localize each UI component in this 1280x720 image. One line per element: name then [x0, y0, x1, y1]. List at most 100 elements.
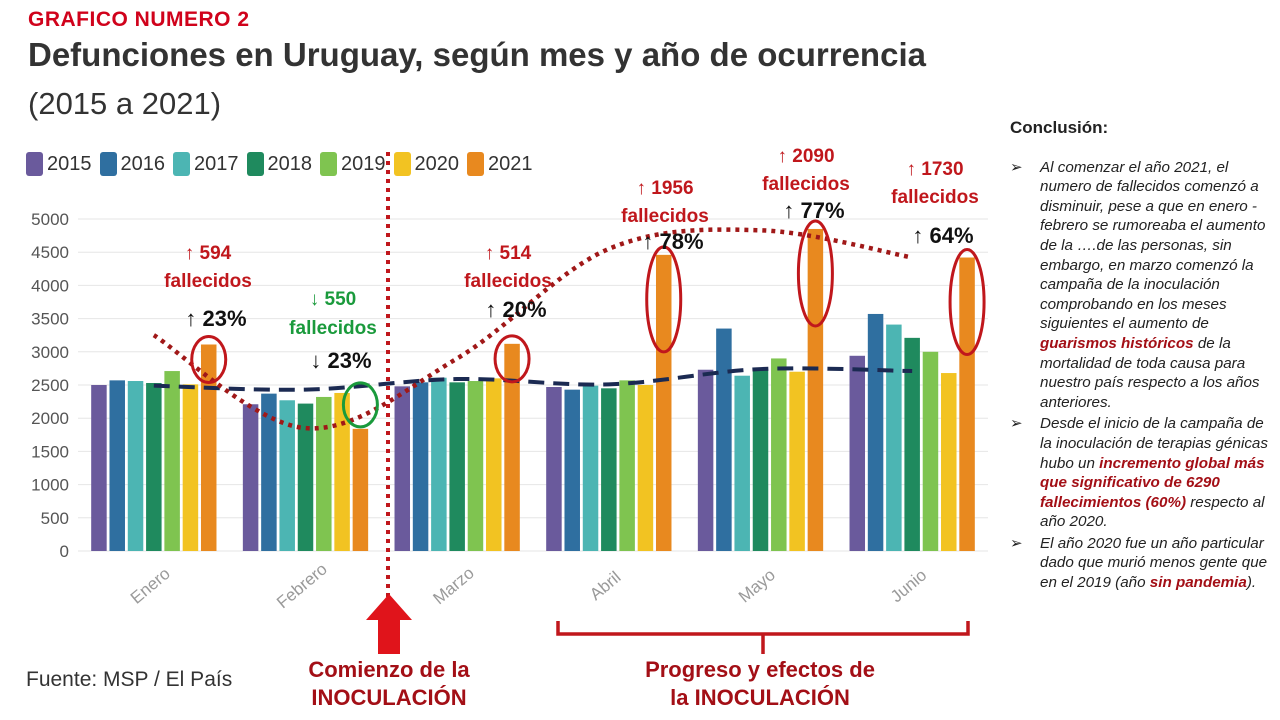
conclusion-text: Desde el inicio de la campaña de la inoc…: [1040, 415, 1268, 472]
start-marker-line1: Comienzo de la: [308, 657, 470, 682]
bar-2019-mayo: [771, 358, 787, 551]
bar-2019-febrero: [316, 396, 332, 551]
bar-2016-junio: [867, 313, 884, 551]
legend-label: 2021: [488, 152, 533, 175]
y-tick-label: 1500: [31, 442, 69, 461]
y-tick-label: 4000: [31, 276, 69, 295]
bar-2015-mayo: [697, 369, 714, 551]
bar-2020-enero: [182, 384, 199, 551]
bar-2021-enero: [200, 344, 217, 551]
arrow-bullet-icon: ➢: [1010, 158, 1023, 176]
annotation-count: ↑ 2090: [777, 146, 834, 167]
legend-swatch: [26, 152, 43, 176]
legend-item-2019: 2019: [320, 152, 386, 176]
trend-line-average: [153, 366, 913, 392]
bar-2016-enero: [109, 380, 125, 551]
legend-swatch: [99, 152, 117, 176]
legend-swatch: [393, 152, 411, 176]
annotation-percent: ↑ 64%: [912, 223, 973, 248]
conclusion-highlight: incremento global más que significativo …: [1040, 454, 1265, 511]
bar-2017-mayo: [734, 375, 750, 551]
highlight-ellipse: [948, 248, 986, 357]
bar-2017-enero: [127, 381, 144, 551]
conclusion-item: ➢ El año 2020 fue un año particular dado …: [1010, 534, 1272, 593]
bar-2017-marzo: [431, 377, 447, 551]
bar-2015-abril: [546, 386, 562, 551]
bar-2016-marzo: [412, 382, 429, 551]
annotation-count: ↑ 514: [485, 243, 532, 264]
bar-2020-abril: [637, 385, 654, 551]
annotation-count: ↑ 1730: [906, 159, 963, 180]
bar-2018-abril: [601, 388, 617, 551]
bar-2019-abril: [619, 380, 635, 551]
bar-2020-junio: [941, 373, 957, 551]
progress-marker-line2: la INOCULACIÓN: [670, 685, 850, 710]
legend-label: 2018: [267, 152, 313, 175]
x-tick-label: Febrero: [273, 559, 331, 612]
bar-2017-febrero: [279, 400, 295, 551]
legend-item-2016: 2016: [99, 152, 166, 176]
highlight-ellipse: [493, 334, 531, 384]
bar-2015-enero: [91, 385, 107, 551]
bar-2020-marzo: [486, 378, 502, 551]
legend-label: 2020: [414, 152, 460, 175]
conclusion-text: de la mortalidad de toda causa para nues…: [1040, 334, 1260, 411]
legend-item-2021: 2021: [467, 152, 533, 176]
bar-2019-junio: [922, 351, 939, 551]
chart-title: Defunciones en Uruguay, según mes y año …: [28, 36, 926, 73]
source-note: Fuente: MSP / El País: [26, 668, 233, 691]
y-tick-label: 4500: [31, 243, 69, 262]
chart-subtitle: (2015 a 2021): [28, 86, 222, 121]
legend-label: 2017: [194, 152, 239, 175]
x-tick-label: Mayo: [735, 565, 779, 606]
bar-2021-marzo: [504, 343, 520, 551]
legend-swatch: [246, 152, 264, 176]
y-tick-label: 1000: [31, 476, 69, 495]
bar-2017-abril: [582, 385, 599, 551]
highlight-ellipse: [796, 219, 834, 328]
legend-label: 2019: [341, 152, 386, 175]
annotation-percent: ↑ 20%: [485, 297, 546, 322]
conclusion-text: ).: [1246, 574, 1257, 592]
trend-line-2021: [152, 227, 913, 431]
legend-label: 2016: [120, 152, 166, 175]
legend-swatch: [173, 152, 190, 176]
bar-2016-mayo: [716, 328, 732, 551]
legend-item-2020: 2020: [393, 152, 460, 176]
x-tick-label: Junio: [887, 565, 930, 606]
chart-label: GRAFICO NUMERO 2: [28, 8, 250, 31]
bar-2018-junio: [904, 337, 920, 551]
annotation-percent: ↓ 23%: [310, 348, 371, 373]
highlight-ellipse: [645, 245, 683, 354]
legend-swatch: [320, 152, 337, 176]
annotation-count: ↑ 594: [185, 243, 232, 264]
highlight-ellipse: [190, 334, 228, 384]
annotation-count: ↑ 1956: [636, 178, 693, 199]
y-tick-label: 5000: [31, 210, 69, 229]
up-arrow-icon: [366, 594, 412, 654]
bar-2018-marzo: [449, 382, 465, 551]
y-tick-label: 3000: [31, 343, 69, 362]
annotation-percent: ↑ 78%: [642, 229, 703, 254]
legend: 2015 2016 2017 2018 2019 2020 2021: [26, 152, 533, 176]
y-tick-label: 3500: [31, 310, 69, 329]
legend-label: 2015: [47, 152, 92, 175]
bar-2018-mayo: [752, 369, 769, 551]
legend-item-2017: 2017: [173, 152, 239, 176]
x-tick-label: Abril: [586, 568, 624, 604]
conclusion-title: Conclusión:: [1010, 118, 1109, 137]
annotation-word: fallecidos: [289, 318, 377, 339]
legend-item-2018: 2018: [246, 152, 313, 176]
annotation-count: ↓ 550: [310, 289, 356, 310]
bar-2021-junio: [959, 257, 975, 551]
annotation-percent: ↑ 23%: [185, 306, 246, 331]
chart-canvas: 0 500 1000 1500 2000 2500 3000 3500 4000 4500 5000…: [31, 146, 988, 710]
arrow-bullet-icon: ➢: [1010, 534, 1023, 552]
bar-2021-abril: [655, 254, 672, 551]
bar-2020-mayo: [789, 371, 805, 551]
conclusion-text: El año 2020 fue un año particular dado q…: [1040, 534, 1268, 592]
bar-2016-febrero: [261, 393, 277, 551]
bar-2021-mayo: [807, 228, 824, 551]
y-tick-label: 2000: [31, 409, 69, 428]
x-tick-label: Enero: [127, 564, 174, 608]
